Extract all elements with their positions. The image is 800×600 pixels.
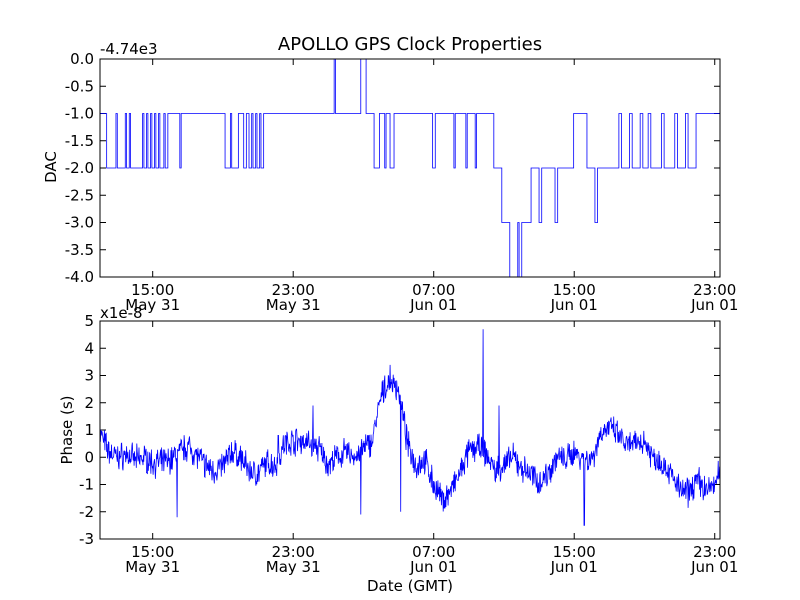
x-tick-date-label: May 31 <box>125 558 180 576</box>
dac-axes: -4.74e3 DAC 0.0 -0.5 -1.0 -1.5 -2.0 -2.5 -3.0 -… <box>42 40 738 314</box>
x-tick-date-label: Jun 01 <box>550 296 598 314</box>
dac-series-line <box>100 58 720 278</box>
phase-offset-label: x1e-8 <box>100 304 143 322</box>
y-tick-label: 0.0 <box>70 50 94 68</box>
y-tick-label: -3.5 <box>65 241 94 259</box>
x-tick-time-label: 15:00 <box>131 543 174 561</box>
phase-y-label: Phase (s) <box>58 395 76 464</box>
phase-axes-frame <box>99 320 721 540</box>
x-tick-time-label: 23:00 <box>272 281 315 299</box>
x-tick-date-label: May 31 <box>125 296 180 314</box>
y-tick-label: -3.0 <box>65 214 94 232</box>
x-tick-date-label: Jun 01 <box>690 558 738 576</box>
x-tick-time-label: 23:00 <box>272 543 315 561</box>
x-tick-date-label: Jun 01 <box>550 558 598 576</box>
x-tick-time-label: 23:00 <box>693 543 736 561</box>
dac-y-label: DAC <box>42 151 60 183</box>
x-tick-time-label: 15:00 <box>553 543 596 561</box>
phase-series-line <box>99 329 721 526</box>
x-tick-time-label: 23:00 <box>693 281 736 299</box>
y-tick-label: 0 <box>84 448 94 466</box>
y-tick-label: 2 <box>84 394 94 412</box>
x-tick-date-label: May 31 <box>266 296 321 314</box>
x-axis-label: Date (GMT) <box>367 577 453 595</box>
x-tick-time-label: 07:00 <box>412 543 455 561</box>
y-tick-label: -1.5 <box>65 132 94 150</box>
y-tick-label: -4.0 <box>65 268 94 286</box>
x-tick-date-label: Jun 01 <box>409 558 457 576</box>
y-tick-label: -2.0 <box>65 159 94 177</box>
x-tick-date-label: Jun 01 <box>690 296 738 314</box>
y-tick-label: 1 <box>84 421 94 439</box>
y-tick-label: -1.0 <box>65 105 94 123</box>
x-tick-time-label: 07:00 <box>412 281 455 299</box>
y-tick-label: 4 <box>84 339 94 357</box>
y-tick-label: -3 <box>79 530 94 548</box>
y-tick-label: 3 <box>84 367 94 385</box>
dac-axes-frame <box>99 58 721 278</box>
y-tick-label: 5 <box>84 312 94 330</box>
y-tick-label: -1 <box>79 476 94 494</box>
x-tick-date-label: May 31 <box>266 558 321 576</box>
y-tick-label: -2 <box>79 503 94 521</box>
x-tick-date-label: Jun 01 <box>409 296 457 314</box>
dac-offset-label: -4.74e3 <box>100 40 158 58</box>
chart-title: APOLLO GPS Clock Properties <box>278 34 542 55</box>
x-tick-time-label: 15:00 <box>131 281 174 299</box>
y-tick-label: -0.5 <box>65 77 94 95</box>
x-tick-time-label: 15:00 <box>553 281 596 299</box>
y-tick-label: -2.5 <box>65 186 94 204</box>
